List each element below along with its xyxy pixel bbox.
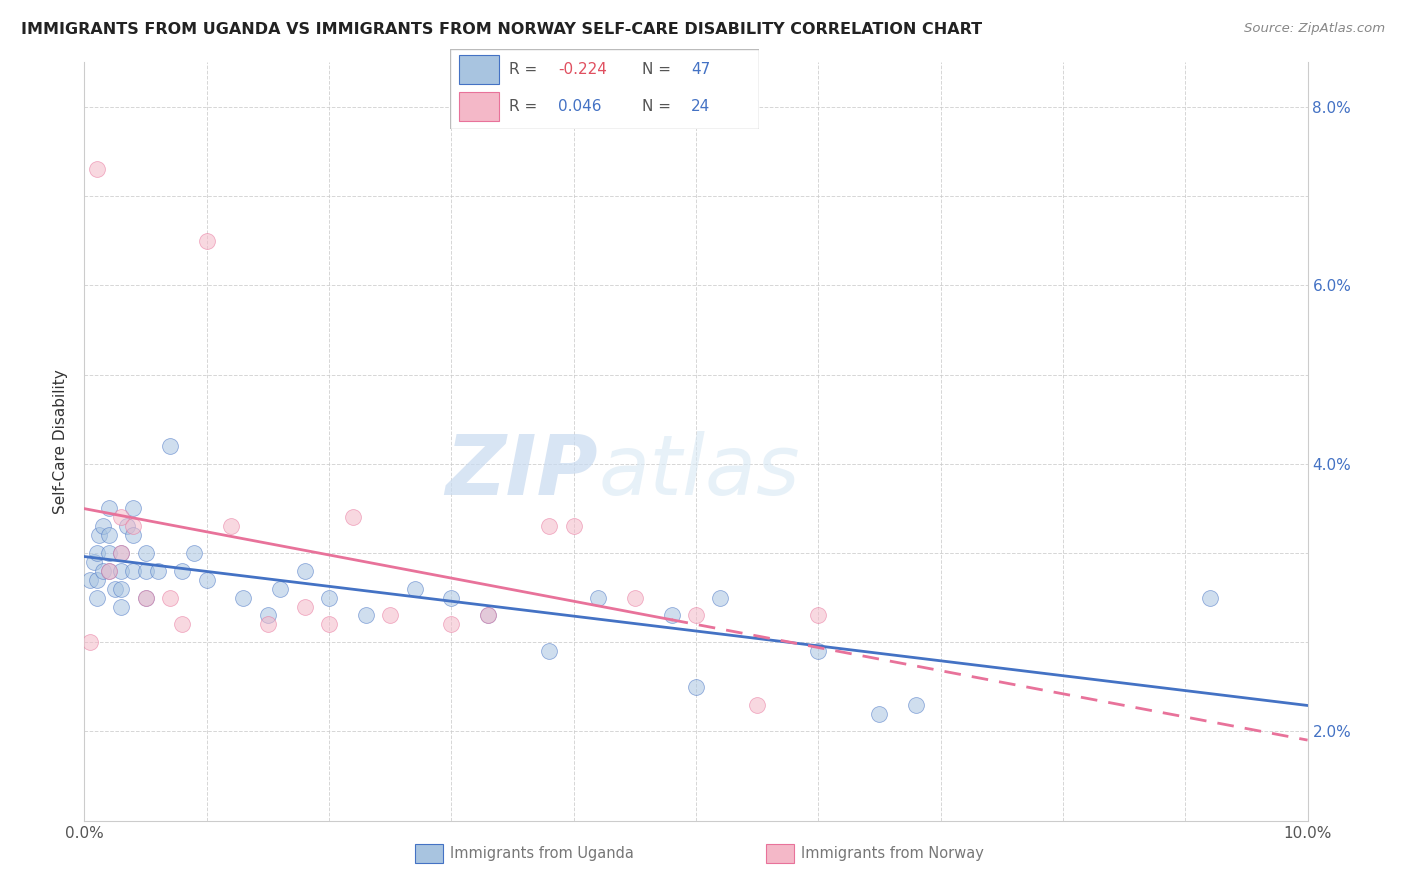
- Text: N =: N =: [641, 62, 675, 78]
- Point: [538, 519, 561, 533]
- Text: R =: R =: [509, 62, 541, 78]
- Point: [83, 555, 105, 569]
- Point: [86, 162, 108, 177]
- Point: [440, 591, 463, 605]
- Point: [477, 608, 499, 623]
- Point: [115, 519, 138, 533]
- Text: N =: N =: [641, 99, 675, 114]
- Point: [110, 546, 132, 560]
- Point: [110, 599, 132, 614]
- Text: Immigrants from Uganda: Immigrants from Uganda: [450, 847, 634, 861]
- Point: [159, 439, 181, 453]
- Point: [135, 591, 157, 605]
- Point: [146, 564, 169, 578]
- Text: R =: R =: [509, 99, 541, 114]
- FancyBboxPatch shape: [450, 49, 759, 129]
- Point: [91, 564, 114, 578]
- Point: [709, 591, 731, 605]
- Point: [807, 644, 830, 658]
- Text: 24: 24: [692, 99, 710, 114]
- Point: [562, 519, 585, 533]
- Point: [135, 546, 157, 560]
- Point: [257, 608, 280, 623]
- FancyBboxPatch shape: [460, 93, 499, 121]
- Text: IMMIGRANTS FROM UGANDA VS IMMIGRANTS FROM NORWAY SELF-CARE DISABILITY CORRELATIO: IMMIGRANTS FROM UGANDA VS IMMIGRANTS FRO…: [21, 22, 983, 37]
- FancyBboxPatch shape: [460, 55, 499, 85]
- Point: [380, 608, 402, 623]
- Point: [586, 591, 609, 605]
- Point: [294, 599, 316, 614]
- Point: [91, 519, 114, 533]
- Point: [110, 582, 132, 596]
- Point: [110, 510, 132, 524]
- Point: [294, 564, 316, 578]
- Text: ZIP: ZIP: [446, 432, 598, 512]
- Point: [624, 591, 647, 605]
- Point: [440, 617, 463, 632]
- Point: [807, 608, 830, 623]
- Point: [104, 582, 127, 596]
- Text: 0.046: 0.046: [558, 99, 602, 114]
- Point: [685, 608, 707, 623]
- Point: [172, 564, 194, 578]
- Point: [122, 501, 145, 516]
- Y-axis label: Self-Care Disability: Self-Care Disability: [53, 369, 69, 514]
- Point: [87, 528, 110, 542]
- Point: [269, 582, 291, 596]
- Point: [661, 608, 683, 623]
- Point: [232, 591, 254, 605]
- Point: [477, 608, 499, 623]
- Point: [219, 519, 242, 533]
- Point: [97, 564, 120, 578]
- Point: [122, 564, 145, 578]
- Point: [79, 635, 101, 649]
- Point: [318, 591, 340, 605]
- Point: [97, 501, 120, 516]
- Text: atlas: atlas: [598, 432, 800, 512]
- Point: [869, 706, 891, 721]
- Point: [183, 546, 205, 560]
- Point: [172, 617, 194, 632]
- Point: [122, 519, 145, 533]
- Point: [97, 564, 120, 578]
- Text: -0.224: -0.224: [558, 62, 607, 78]
- Point: [86, 591, 108, 605]
- Point: [122, 528, 145, 542]
- Point: [342, 510, 364, 524]
- Point: [195, 573, 218, 587]
- Point: [97, 528, 120, 542]
- Point: [257, 617, 280, 632]
- Text: 47: 47: [692, 62, 710, 78]
- Point: [86, 546, 108, 560]
- Point: [135, 591, 157, 605]
- Point: [79, 573, 101, 587]
- Point: [135, 564, 157, 578]
- Point: [404, 582, 426, 596]
- Point: [354, 608, 377, 623]
- Point: [159, 591, 181, 605]
- Point: [685, 680, 707, 694]
- Text: Source: ZipAtlas.com: Source: ZipAtlas.com: [1244, 22, 1385, 36]
- Point: [97, 546, 120, 560]
- Point: [86, 573, 108, 587]
- Text: Immigrants from Norway: Immigrants from Norway: [801, 847, 984, 861]
- Point: [195, 234, 218, 248]
- Point: [318, 617, 340, 632]
- Point: [538, 644, 561, 658]
- Point: [1198, 591, 1220, 605]
- Point: [110, 546, 132, 560]
- Point: [747, 698, 769, 712]
- Point: [110, 564, 132, 578]
- Point: [905, 698, 928, 712]
